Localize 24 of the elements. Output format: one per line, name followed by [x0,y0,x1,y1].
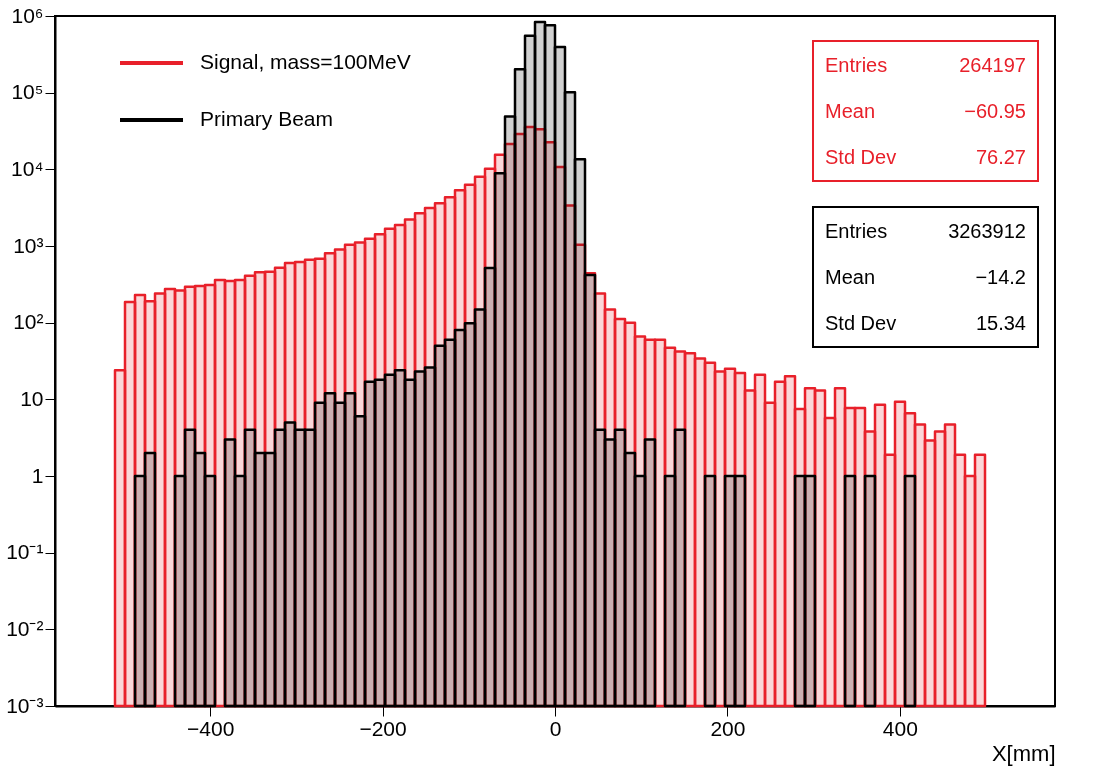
y-tick-label: 10⁻² [6,616,44,640]
text: Std Dev 15.34 [825,312,1026,334]
x-axis-title: X[mm] [991,740,1056,766]
y-tick-label: 10⁻³ [6,693,44,717]
y-tick-label: 10⁴ [11,156,44,180]
x-tick-label: −200 [359,716,407,740]
y-tick-label: 10⁵ [11,80,44,104]
y-tick-label: 10³ [13,233,44,257]
text: Std Dev 76.27 [825,146,1026,168]
x-tick-label: −400 [187,716,235,740]
y-tick-label: 1 [31,463,44,487]
legend-label: Signal, mass=100MeV [200,50,411,73]
text: Mean −60.95 [825,100,1026,122]
x-tick-label: 400 [882,716,918,740]
y-tick-label: 10⁻¹ [6,540,44,564]
y-tick-label: 10² [13,310,44,334]
text: Entries 3263912 [825,220,1026,242]
text: Mean −14.2 [825,266,1026,288]
legend-label: Primary Beam [200,107,334,130]
y-tick-label: 10 [20,386,44,410]
text: Entries 264197 [825,54,1026,76]
y-tick-label: 10⁶ [11,3,44,27]
x-tick-label: 0 [549,716,562,740]
x-tick-label: 200 [710,716,746,740]
